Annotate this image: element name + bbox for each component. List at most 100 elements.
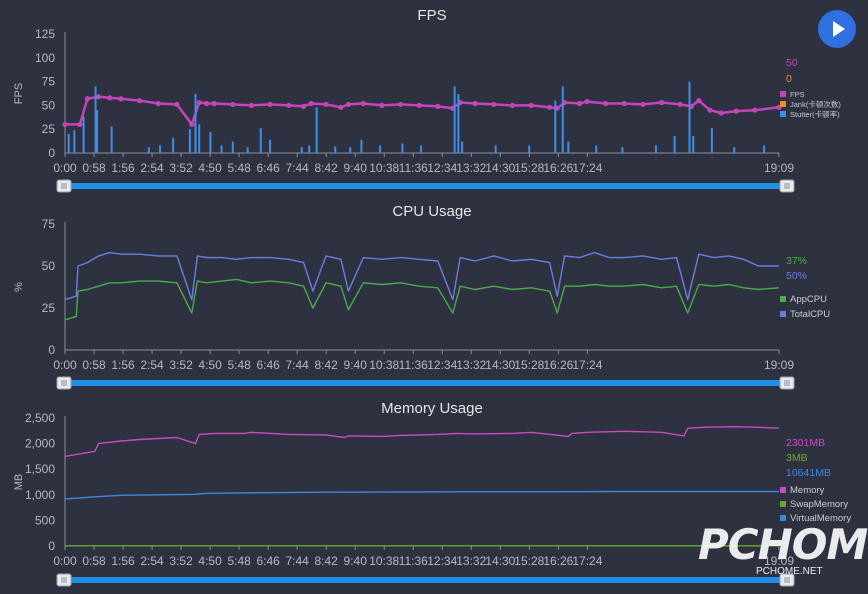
legend-item[interactable]: AppCPU — [780, 294, 827, 305]
x-tick-label: 4:50 — [198, 554, 222, 568]
watermark: PCHOME PCHOME.NET — [698, 524, 868, 578]
x-tick-label: 7:44 — [285, 554, 309, 568]
x-tick-label: 7:44 — [285, 161, 309, 175]
fps-point — [509, 102, 516, 108]
y-axis-label: MB — [13, 474, 25, 491]
fps-point — [230, 101, 236, 108]
watermark-url: PCHOME.NET — [756, 566, 823, 577]
fps-point — [84, 96, 90, 102]
x-tick-label: 8:42 — [315, 554, 339, 568]
fps-point — [267, 101, 273, 108]
x-tick-label: 14:30 — [485, 161, 515, 175]
current-value: 50 — [786, 57, 798, 69]
slider-track[interactable] — [61, 380, 792, 386]
legend-item[interactable]: Jank(卡顿次数) — [780, 99, 841, 109]
fps-point — [204, 100, 210, 107]
legend-item[interactable]: VirtualMemory — [780, 513, 851, 524]
fps-point — [211, 100, 217, 107]
slider-handle-left[interactable] — [56, 573, 72, 587]
x-tick-label: 17:24 — [572, 358, 602, 372]
current-value: 10641MB — [786, 467, 831, 479]
fps-point — [95, 94, 102, 100]
legend-item[interactable]: Stutter(卡顿率) — [780, 109, 840, 119]
x-tick-label: 13:32 — [456, 161, 486, 175]
legend-swatch — [780, 101, 786, 107]
legend-item[interactable]: SwapMemory — [780, 499, 848, 510]
slider-handle-left[interactable] — [56, 179, 72, 193]
x-tick-label: 6:46 — [256, 161, 280, 175]
x-tick-label: 15:28 — [514, 554, 544, 568]
x-tick-label: 9:40 — [344, 554, 368, 568]
slider-handle-right[interactable] — [779, 573, 795, 587]
x-tick-label: 19:09 — [764, 358, 794, 372]
x-tick-label: 9:40 — [344, 161, 368, 175]
current-value: 50% — [786, 270, 807, 282]
chart-memory: Memory UsageMB2,5002,0001,5001,00050000:… — [13, 400, 851, 587]
slider-handle-right[interactable] — [779, 376, 795, 390]
chart-cpu: CPU Usage% 75 50 25 00:00 0:58 1:56 2:54 3:52 4:5… — [13, 203, 830, 390]
slider-track[interactable] — [61, 577, 792, 583]
x-tick-label: 0:58 — [82, 358, 106, 372]
legend-item[interactable]: TotalCPU — [780, 309, 830, 320]
x-tick-label: 10:38 — [369, 554, 399, 568]
x-tick-label: 6:46 — [256, 554, 280, 568]
legend-swatch — [780, 501, 786, 507]
x-tick-label: 6:46 — [256, 358, 280, 372]
y-tick-label: 0 — [48, 146, 55, 160]
x-tick-label: 4:50 — [198, 161, 222, 175]
x-tick-label: 1:56 — [111, 554, 135, 568]
legend-label: FPS — [790, 90, 805, 99]
legend-item[interactable]: FPS — [780, 90, 805, 99]
legend-item[interactable]: Memory — [780, 485, 825, 496]
x-tick-label: 19:09 — [764, 161, 794, 175]
fps-point — [472, 100, 478, 107]
fps-point — [338, 104, 344, 110]
x-tick-label: 5:48 — [227, 358, 251, 372]
range-slider[interactable] — [56, 573, 795, 587]
series-fps — [65, 95, 780, 126]
x-tick-label: 1:56 — [111, 161, 135, 175]
fps-point — [196, 99, 202, 106]
chart-title: CPU Usage — [392, 203, 471, 220]
legend-swatch — [780, 111, 786, 117]
range-slider[interactable] — [56, 376, 795, 390]
current-value: 2301MB — [786, 437, 825, 449]
x-tick-label: 3:52 — [169, 161, 193, 175]
x-tick-label: 2:54 — [140, 161, 164, 175]
x-tick-label: 8:42 — [315, 358, 339, 372]
fps-point — [174, 101, 180, 108]
series-totalcpu — [64, 251, 779, 301]
fps-point — [491, 101, 497, 108]
legend-label: VirtualMemory — [790, 513, 851, 524]
fps-point — [677, 101, 683, 108]
fps-point — [308, 100, 314, 107]
legend-label: SwapMemory — [790, 499, 848, 510]
slider-handle-left[interactable] — [56, 376, 72, 390]
fps-point — [136, 98, 143, 104]
y-tick-label: 500 — [35, 513, 55, 527]
slider-handle-right[interactable] — [779, 179, 795, 193]
fps-point — [360, 100, 366, 107]
y-tick-label: 125 — [35, 27, 55, 41]
x-tick-label: 5:48 — [227, 554, 251, 568]
slider-track[interactable] — [61, 183, 792, 189]
y-tick-label: 0 — [48, 539, 55, 553]
fps-point — [547, 104, 553, 110]
x-tick-label: 0:58 — [82, 161, 106, 175]
fps-point — [345, 101, 351, 108]
legend-label: AppCPU — [790, 294, 827, 305]
x-tick-label: 4:50 — [198, 358, 222, 372]
x-tick-label: 12:34 — [427, 554, 457, 568]
x-tick-label: 13:32 — [456, 554, 486, 568]
range-slider[interactable] — [56, 179, 795, 193]
fps-point — [118, 96, 124, 102]
y-tick-label: 1,000 — [25, 488, 55, 502]
play-button[interactable] — [818, 10, 856, 48]
x-tick-label: 12:34 — [427, 358, 457, 372]
series-memory — [64, 426, 780, 458]
x-tick-label: 3:52 — [169, 358, 193, 372]
x-tick-label: 17:24 — [572, 554, 602, 568]
x-tick-label: 19:09 — [764, 554, 794, 568]
